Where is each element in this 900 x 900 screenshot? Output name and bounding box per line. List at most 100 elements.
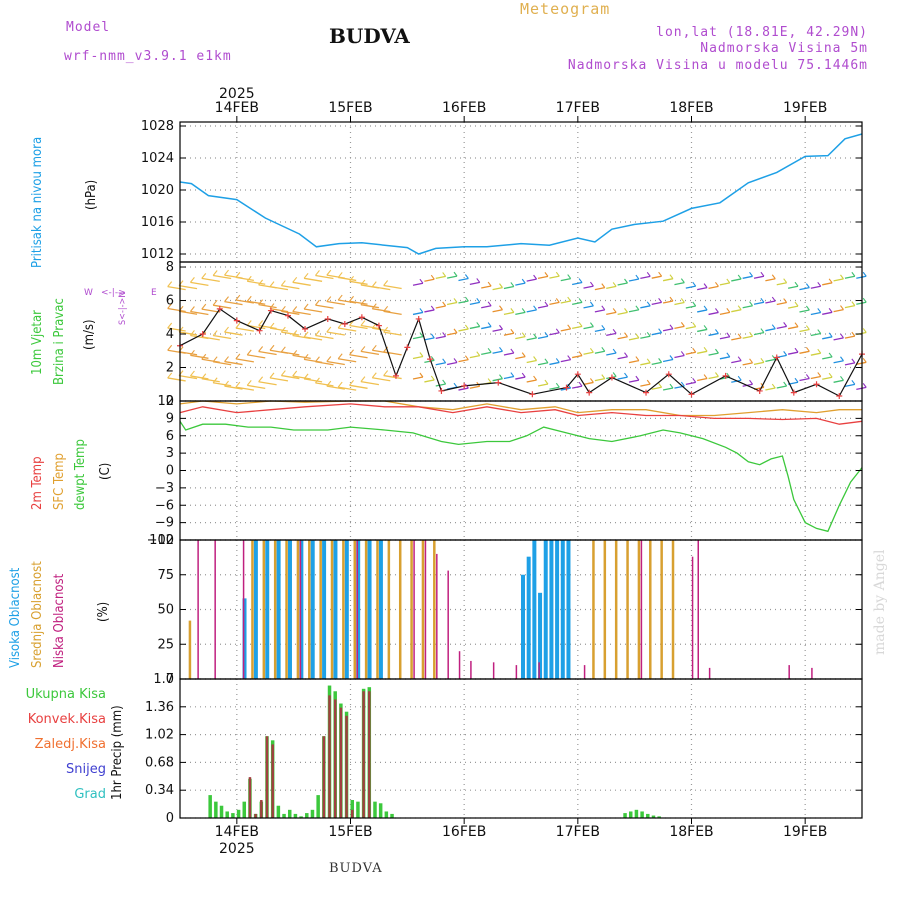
wind-barb — [315, 274, 334, 280]
wind-barb-flag — [601, 325, 606, 330]
wind-barb-flag — [419, 352, 424, 357]
wind-barb — [224, 360, 243, 366]
wind-barb-flag — [783, 322, 788, 327]
wind-barb-flag — [258, 299, 264, 305]
wind-barb — [315, 304, 334, 309]
wind-barb — [303, 308, 323, 313]
wind-barb-flag — [212, 270, 218, 276]
wind-speed-point — [563, 384, 570, 391]
wind-barb-flag — [292, 350, 298, 356]
wind-speed-point — [256, 327, 263, 334]
wind-barb-flag — [510, 308, 515, 313]
wind-barb — [685, 351, 696, 355]
wind-barb-flag — [669, 274, 674, 280]
precip-total-bar — [623, 813, 627, 818]
precip-conv-bar — [254, 813, 257, 818]
wind-barb — [833, 308, 844, 313]
wind-barb-flag — [453, 382, 458, 388]
wind-barb-flag — [464, 274, 469, 279]
wind-barb-flag — [269, 344, 275, 351]
wind-barb — [383, 374, 402, 380]
cloud-high-bar — [242, 598, 247, 679]
wind-barb-flag — [476, 322, 481, 327]
wind-barb — [731, 360, 742, 364]
wind-barb — [560, 358, 571, 363]
cloud-low-bar — [788, 665, 790, 679]
wind-barb-flag — [624, 332, 628, 338]
x-tick-label-top: 19FEB — [783, 100, 827, 116]
wind-barb — [787, 351, 799, 355]
year-label-top: 2025 — [219, 86, 255, 102]
wind-barb-flag — [442, 379, 447, 385]
wind-barb — [594, 309, 605, 313]
wind-barb-flag — [487, 301, 492, 307]
wind-barb — [776, 385, 787, 389]
panel-frame — [179, 678, 863, 819]
wind-barb-flag — [612, 372, 617, 377]
wind-barb — [435, 335, 446, 340]
wind-barb-flag — [828, 278, 833, 284]
wind-barb-flag — [246, 380, 252, 386]
wind-barb-flag — [419, 308, 424, 313]
wind-barb — [360, 324, 380, 330]
wind-barb — [281, 374, 300, 380]
wind-barb — [412, 311, 424, 316]
wind-barb — [258, 350, 277, 356]
wind-barb — [833, 337, 844, 341]
y-tick-label: 100 — [149, 533, 174, 548]
wind-barb — [719, 356, 730, 360]
wind-barb — [224, 385, 243, 390]
wind-barb-flag — [692, 347, 697, 353]
wind-barb-flag — [246, 349, 252, 356]
wind-barb — [537, 305, 549, 309]
wind-speed-point — [233, 317, 240, 324]
wind-barb — [560, 277, 571, 282]
cloud-high-bar — [322, 540, 327, 679]
x-tick-label-bottom: 19FEB — [783, 824, 827, 840]
model-elevation-label: Nadmorska Visina u modelu 75.1446m — [567, 58, 868, 73]
wind-barb-flag — [669, 355, 674, 360]
wind-barb-flag — [235, 353, 241, 360]
wind-barb-flag — [726, 278, 731, 284]
wind-barb-flag — [235, 294, 241, 301]
wind-barb-flag — [419, 372, 424, 378]
wind-speed-point — [415, 315, 422, 322]
wind-barb-flag — [840, 375, 844, 381]
wind-barb-flag — [303, 303, 309, 310]
wind-barb — [651, 275, 662, 279]
wind-barb-flag — [269, 372, 275, 379]
wind-barb-flag — [555, 358, 560, 363]
wind-barb — [708, 332, 719, 337]
y-tick-label: 25 — [157, 637, 174, 652]
wind-barb-flag — [851, 271, 856, 277]
wind-barb — [822, 356, 833, 360]
cloud-low-bar — [691, 556, 694, 679]
wind-barb-flag — [476, 351, 481, 356]
wind-barb — [326, 300, 345, 306]
wind-barb-flag — [715, 282, 719, 287]
wind-barb — [247, 300, 266, 305]
wind-barb-flag — [726, 352, 731, 358]
wind-barb-flag — [269, 322, 275, 329]
wind-barb — [810, 375, 821, 380]
wind-barb — [235, 386, 254, 391]
cloud-mid-bar — [626, 540, 629, 679]
wind-barb-flag — [189, 306, 195, 312]
wind-barb-flag — [805, 305, 810, 311]
cloud-high-bar — [526, 556, 531, 679]
cloud-mid-bar — [433, 540, 436, 679]
wind-barb-flag — [476, 298, 481, 303]
wind-barb — [583, 325, 594, 330]
wind-barb — [446, 275, 458, 279]
wind-barb-flag — [817, 348, 822, 354]
precip-total-bar — [208, 795, 212, 818]
cloud-high-bar — [543, 540, 548, 679]
wind-barb-flag — [578, 381, 583, 387]
wind-barb — [224, 331, 243, 336]
wind-barb-flag — [371, 303, 377, 310]
wind-barb — [822, 336, 833, 340]
wind-barb-flag — [771, 296, 776, 302]
precip-conv-bar — [248, 777, 252, 818]
wind-barb — [787, 285, 799, 289]
wind-barb — [515, 355, 526, 360]
